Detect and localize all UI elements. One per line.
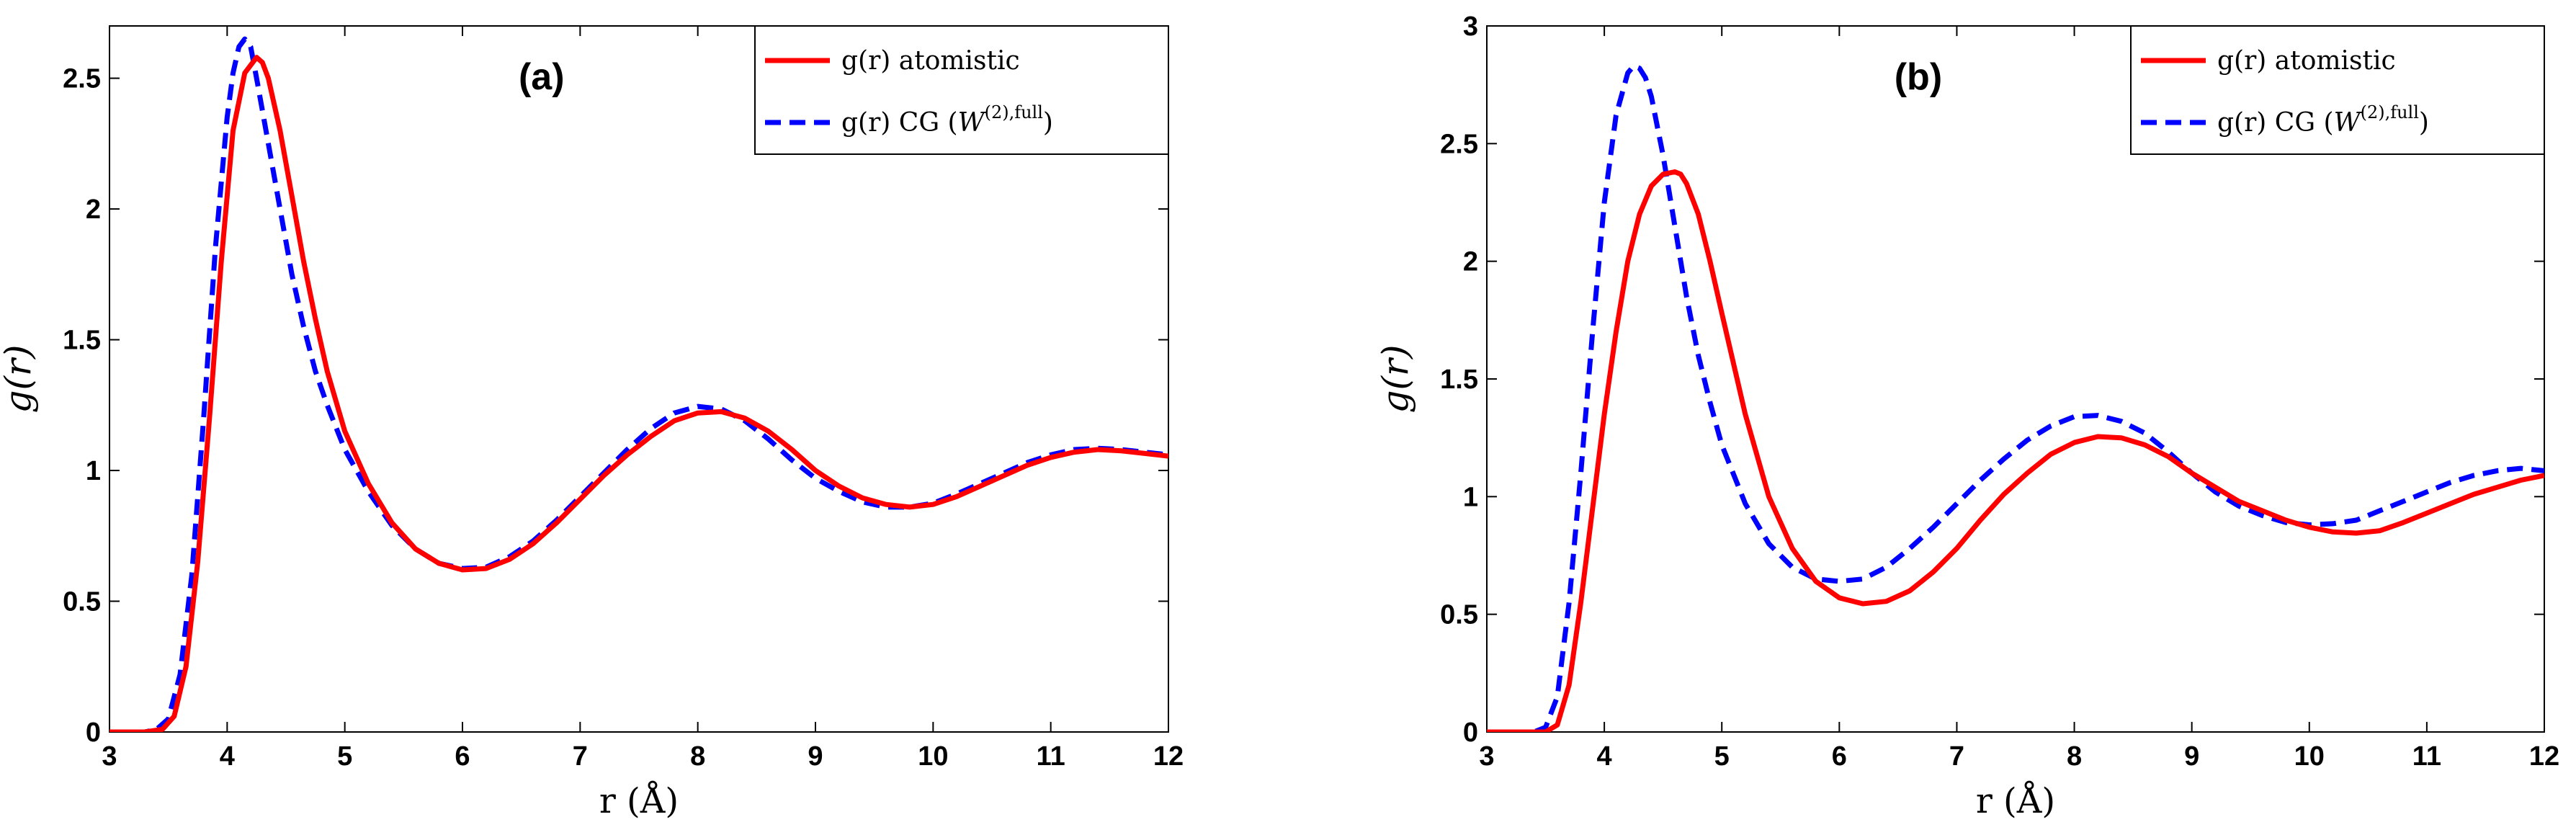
- legend-text-main: g(r) atomistic: [841, 46, 1020, 76]
- y-tick-label: 2.5: [63, 64, 101, 94]
- y-tick-label: 0.5: [63, 587, 101, 617]
- x-tick-label: 12: [1153, 741, 1184, 772]
- x-tick-label: 8: [2067, 741, 2082, 772]
- legend-label-cg: g(r) CG (W(2),full): [841, 102, 1053, 138]
- series-line-atomistic: [109, 55, 1168, 732]
- legend: g(r) atomistic g(r) CG (W(2),full): [2130, 25, 2545, 155]
- x-tick-label: 6: [1832, 741, 1847, 772]
- x-tick-label: 5: [1714, 741, 1730, 772]
- legend-text-main: g(r) CG (: [841, 108, 958, 138]
- x-axis-label: r (Å): [599, 780, 679, 821]
- y-axis-label: g(r): [1374, 345, 1416, 414]
- legend-label-cg: g(r) CG (W(2),full): [2217, 102, 2429, 138]
- legend-text-superscript: (2),full: [985, 102, 1043, 122]
- x-tick-label: 9: [2184, 741, 2199, 772]
- x-tick-label: 10: [2294, 741, 2325, 772]
- y-axis-label: g(r): [0, 345, 39, 414]
- legend-text-close: ): [2419, 108, 2429, 138]
- y-tick-label: 1.5: [63, 326, 101, 356]
- x-tick-label: 6: [455, 741, 470, 772]
- y-tick-label: 0.5: [1440, 600, 1478, 630]
- x-tick-label: 5: [337, 741, 352, 772]
- y-tick-label: 2: [86, 195, 101, 225]
- y-tick-label: 1: [1463, 482, 1478, 512]
- x-tick-label: 11: [1037, 741, 1065, 772]
- y-tick-label: 0: [1463, 718, 1478, 748]
- x-tick-label: 4: [1597, 741, 1612, 772]
- legend-text-main: g(r) CG (: [2217, 108, 2334, 138]
- x-tick-label: 3: [102, 741, 117, 772]
- x-tick-label: 3: [1479, 741, 1494, 772]
- x-tick-label: 12: [2529, 741, 2559, 772]
- series-line-atomistic: [1487, 169, 2544, 732]
- legend-box: [754, 25, 1169, 155]
- legend-label-atomistic: g(r) atomistic: [2217, 46, 2396, 76]
- panel-title: (b): [1895, 56, 1942, 98]
- y-tick-label: 2.5: [1440, 129, 1478, 159]
- legend: g(r) atomistic g(r) CG (W(2),full): [754, 25, 1169, 155]
- y-tick-label: 0: [86, 718, 101, 748]
- panel-title: (a): [519, 56, 565, 98]
- x-axis-label: r (Å): [1976, 780, 2055, 821]
- y-tick-label: 2: [1463, 247, 1478, 277]
- y-tick-label: 1: [86, 456, 101, 486]
- x-tick-label: 7: [573, 741, 588, 772]
- legend-text-w: W: [958, 108, 987, 138]
- chart-panel-a: 3 4 5 6 7 8 9 10 11 12 0 0.5 1 1.5 2 2.5 r (Å) g(r) (a) g(r…: [0, 25, 1184, 821]
- x-tick-label: 7: [1949, 741, 1964, 772]
- legend-text-main: g(r) atomistic: [2217, 46, 2396, 76]
- legend-label-atomistic: g(r) atomistic: [841, 46, 1020, 76]
- x-tick-label: 11: [2412, 741, 2441, 772]
- y-tick-label: 1.5: [1440, 365, 1478, 395]
- x-tick-label: 4: [220, 741, 235, 772]
- x-tick-label: 10: [918, 741, 948, 772]
- legend-box: [2130, 25, 2545, 155]
- x-tick-label: 8: [690, 741, 705, 772]
- legend-text-close: ): [1043, 108, 1053, 138]
- legend-text-w: W: [2334, 108, 2363, 138]
- chart-panel-b: 3 4 5 6 7 8 9 10 11 12 0 0.5 1 1.5 2 2.5 3 r (Å) g(r) (b) g(…: [1374, 12, 2559, 821]
- series-line-cg: [1487, 63, 2544, 732]
- x-tick-label: 9: [808, 741, 823, 772]
- y-tick-label: 3: [1463, 12, 1478, 42]
- legend-text-superscript: (2),full: [2361, 102, 2419, 122]
